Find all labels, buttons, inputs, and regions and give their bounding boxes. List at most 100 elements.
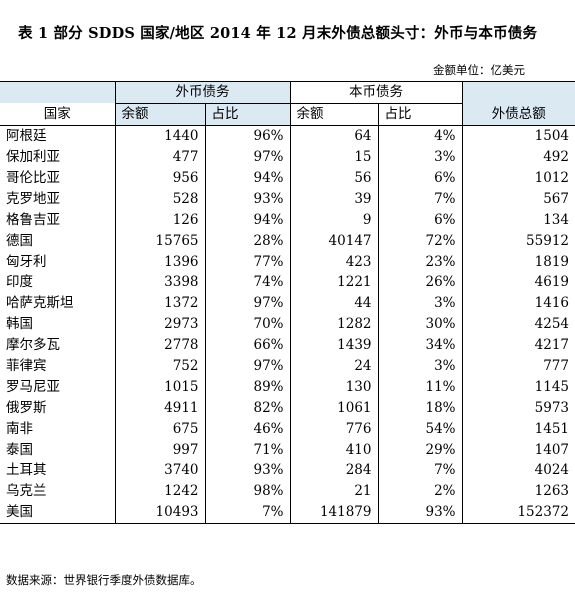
fc-share-cell: 77%	[204, 251, 290, 273]
lc-share-cell: 7%	[377, 188, 462, 210]
total-cell: 4619	[461, 272, 575, 293]
country-cell: 哈萨克斯坦	[6, 295, 74, 312]
table-row: 保加利亚 477 97% 15 3% 492	[0, 146, 575, 168]
lc-share-cell: 26%	[377, 272, 462, 293]
lc-share-cell: 18%	[377, 397, 462, 419]
table-row: 印度 3398 74% 1221 26% 4619	[0, 272, 575, 293]
fc-amount-cell: 528	[114, 188, 205, 210]
fc-share-cell: 89%	[204, 376, 290, 398]
lc-share-cell: 6%	[377, 167, 462, 189]
total-cell: 5973	[461, 397, 575, 419]
fc-amount-cell: 997	[114, 439, 205, 461]
fc-share-cell: 94%	[204, 209, 290, 231]
country-cell: 德国	[6, 232, 33, 249]
fc-amount-cell: 1015	[114, 376, 205, 398]
lc-share-cell: 30%	[377, 313, 462, 335]
lc-amount-cell: 24	[289, 355, 378, 377]
total-cell: 1819	[461, 251, 575, 273]
fc-share-cell: 97%	[204, 292, 290, 314]
lc-amount-cell: 1061	[289, 397, 378, 419]
country-cell: 印度	[6, 274, 33, 291]
lc-amount-cell: 9	[289, 209, 378, 231]
external-debt-table: 外币债务 本币债务 国家 余额 占比 余额 占比 外债总额 阿根廷 1440 96%…	[0, 81, 575, 524]
country-header-spacer	[0, 81, 115, 104]
country-cell: 土耳其	[6, 462, 47, 479]
lc-share-cell: 2%	[377, 480, 462, 502]
total-cell: 152372	[461, 501, 575, 524]
table-row: 罗马尼亚 1015 89% 130 11% 1145	[0, 376, 575, 398]
lc-amount-cell: 141879	[289, 501, 378, 524]
local-currency-header: 本币债务	[289, 81, 462, 104]
total-cell: 4217	[461, 334, 575, 356]
total-cell: 1263	[461, 480, 575, 502]
lc-amount-cell: 1282	[289, 313, 378, 335]
lc-amount-cell: 64	[289, 125, 378, 147]
fc-share-cell: 97%	[204, 146, 290, 168]
table-row: 阿根廷 1440 96% 64 4% 1504	[0, 125, 575, 147]
country-cell: 哥伦比亚	[6, 170, 60, 186]
lc-share-cell: 93%	[377, 501, 462, 524]
total-cell: 1407	[461, 439, 575, 461]
total-cell: 1416	[461, 292, 575, 314]
foreign-currency-header: 外币债务	[114, 81, 290, 104]
fc-share-cell: 71%	[204, 439, 290, 461]
table-row: 俄罗斯 4911 82% 1061 18% 5973	[0, 397, 575, 419]
lc-share-cell: 54%	[377, 418, 462, 440]
lc-share-cell: 34%	[377, 334, 462, 356]
table-row: 德国 15765 28% 40147 72% 55912	[0, 230, 575, 252]
fc-amount-cell: 1372	[114, 292, 205, 314]
fc-share-cell: 28%	[204, 230, 290, 252]
country-cell: 泰国	[6, 441, 33, 458]
total-header: 外债总额	[461, 103, 575, 126]
table-row: 泰国 997 71% 410 29% 1407	[0, 439, 575, 461]
lc-share-cell: 23%	[377, 251, 462, 273]
total-cell: 134	[461, 209, 575, 231]
total-cell: 492	[461, 146, 575, 168]
lc-share-cell: 3%	[377, 292, 462, 314]
table-row: 匈牙利 1396 77% 423 23% 1819	[0, 251, 575, 273]
country-cell: 俄罗斯	[6, 399, 47, 416]
country-cell: 乌克兰	[6, 483, 47, 500]
fc-share-header: 占比	[204, 103, 290, 126]
fc-amount-cell: 1440	[114, 125, 205, 147]
fc-amount-cell: 3740	[114, 460, 205, 481]
table-row: 菲律宾 752 97% 24 3% 777	[0, 355, 575, 377]
lc-amount-cell: 1221	[289, 272, 378, 293]
fc-amount-cell: 126	[114, 209, 205, 231]
lc-amount-cell: 40147	[289, 230, 378, 252]
lc-amount-cell: 21	[289, 480, 378, 502]
total-cell: 4024	[461, 460, 575, 481]
table-row: 南非 675 46% 776 54% 1451	[0, 418, 575, 440]
lc-amount-cell: 284	[289, 460, 378, 481]
total-header-spacer	[461, 81, 575, 104]
fc-share-cell: 94%	[204, 167, 290, 189]
lc-amount-cell: 56	[289, 167, 378, 189]
lc-share-cell: 4%	[377, 125, 462, 147]
country-cell: 菲律宾	[6, 358, 47, 375]
lc-amount-cell: 423	[289, 251, 378, 273]
lc-share-cell: 11%	[377, 376, 462, 398]
lc-share-cell: 29%	[377, 439, 462, 461]
country-cell: 阿根廷	[6, 128, 47, 145]
table-row: 哥伦比亚 956 94% 56 6% 1012	[0, 167, 575, 189]
country-cell: 格鲁吉亚	[6, 211, 60, 228]
lc-amount-cell: 130	[289, 376, 378, 398]
fc-share-cell: 93%	[204, 188, 290, 210]
table-row: 哈萨克斯坦 1372 97% 44 3% 1416	[0, 292, 575, 314]
fc-amount-cell: 3398	[114, 272, 205, 293]
fc-amount-cell: 1242	[114, 480, 205, 502]
total-cell: 4254	[461, 313, 575, 335]
fc-share-cell: 97%	[204, 355, 290, 377]
fc-amount-cell: 10493	[114, 501, 205, 524]
fc-share-cell: 7%	[204, 501, 290, 524]
table-row: 克罗地亚 528 93% 39 7% 567	[0, 188, 575, 210]
unit-label: 金额单位：亿美元	[433, 63, 525, 77]
total-cell: 567	[461, 188, 575, 210]
fc-share-cell: 93%	[204, 460, 290, 481]
fc-amount-cell: 4911	[114, 397, 205, 419]
total-cell: 55912	[461, 230, 575, 252]
country-cell: 匈牙利	[6, 253, 47, 270]
table-row: 摩尔多瓦 2778 66% 1439 34% 4217	[0, 334, 575, 356]
lc-share-cell: 6%	[377, 209, 462, 231]
country-cell: 美国	[0, 501, 115, 524]
